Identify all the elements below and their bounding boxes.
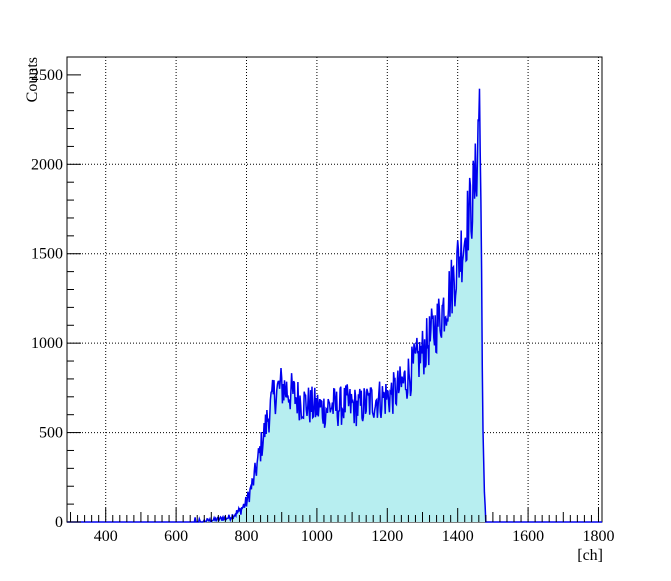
x-tick-labels: 400 600 800 1000 1200 1400 1600 1800 [94,528,615,545]
x-tick-label: 1000 [301,528,333,545]
x-tick-label: 400 [94,528,118,545]
y-axis-ticks [67,74,81,523]
x-tick-label: 1600 [512,528,544,545]
x-tick-label: 1800 [582,528,614,545]
x-axis-title: [ch] [577,547,603,564]
y-tick-label: 2000 [31,156,63,173]
histogram-fill [67,88,602,522]
x-tick-label: 1400 [442,528,474,545]
y-tick-label: 1500 [31,246,63,263]
y-tick-label-2500: 2500 [31,67,63,84]
y-tick-label: 500 [39,425,63,442]
y-tick-label: 1000 [31,335,63,352]
y-tick-label: 0 [55,514,63,531]
x-tick-label: 800 [235,528,259,545]
y-axis-title: Counts [24,57,41,102]
histogram-outline [67,88,602,523]
x-tick-label: 600 [164,528,188,545]
x-axis-ticks [70,508,599,522]
x-tick-label: 1200 [371,528,403,545]
y-tick-labels: 0 500 1000 1500 2000 2500 [31,67,63,531]
